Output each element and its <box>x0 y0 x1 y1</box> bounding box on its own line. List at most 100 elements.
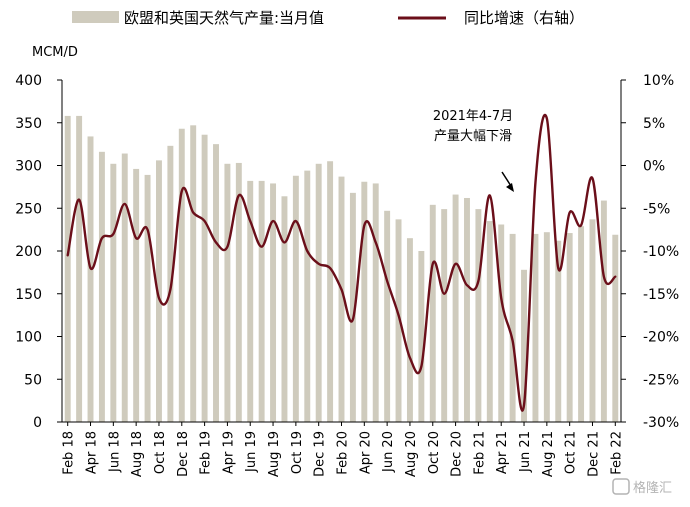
bar <box>258 180 265 422</box>
x-tick-label: Aug 19 <box>267 431 282 477</box>
bar <box>327 161 334 423</box>
bar <box>589 219 596 422</box>
bar <box>110 163 117 423</box>
bar <box>372 183 379 422</box>
x-tick-label: Apr 18 <box>85 431 100 474</box>
watermark-text: 格隆汇 <box>633 480 672 496</box>
x-tick-label: Jun 20 <box>381 431 396 473</box>
bar <box>144 174 151 422</box>
bar <box>464 197 470 422</box>
bar <box>612 234 619 422</box>
y-left-tick-label: 150 <box>15 287 42 303</box>
y-left-tick-label: 50 <box>24 372 42 388</box>
y-left-tick-label: 350 <box>15 116 42 132</box>
right-ticks-layer: -30% -25% -20% -15% -10% -5% 0% 5% 10% <box>621 73 679 431</box>
bar <box>429 204 436 422</box>
legend: 欧盟和英国天然气产量:当月值 同比增速（右轴） <box>72 9 584 27</box>
bar <box>213 144 219 423</box>
y-left-unit-label: MCM/D <box>32 45 78 60</box>
x-tick-label: Dec 20 <box>450 431 465 477</box>
bar <box>406 238 413 422</box>
bar <box>304 170 311 422</box>
x-tick-label: Dec 19 <box>313 431 328 477</box>
x-tick-label: Apr 19 <box>221 431 236 474</box>
bar <box>509 233 516 422</box>
y-right-tick-label: 0% <box>643 159 665 175</box>
bar <box>498 224 505 422</box>
x-tick-label: Feb 18 <box>62 431 77 475</box>
y-right-tick-label: 5% <box>643 116 665 132</box>
x-tick-label: Aug 20 <box>404 431 419 477</box>
bar <box>555 240 562 422</box>
x-tick-label: Oct 21 <box>564 431 579 474</box>
y-right-tick-label: 10% <box>643 73 674 89</box>
y-left-tick-label: 200 <box>15 244 42 260</box>
bar <box>64 115 71 422</box>
bar <box>156 160 162 422</box>
yoy-growth-line <box>66 113 617 412</box>
legend-line-label: 同比增速（右轴） <box>464 9 584 27</box>
bar <box>384 210 391 422</box>
y-right-tick-label: -15% <box>643 287 679 303</box>
y-right-tick-label: -20% <box>643 330 679 346</box>
left-ticks-layer: 0 50 100 150 200 250 300 350 400 <box>15 73 62 431</box>
bar <box>452 194 459 422</box>
watermark: 格隆汇 <box>612 478 672 496</box>
x-tick-label: Apr 21 <box>495 431 510 474</box>
bar <box>418 251 425 422</box>
bars-layer <box>64 115 619 423</box>
bar <box>441 209 448 422</box>
y-right-tick-label: -30% <box>643 415 679 431</box>
bar <box>190 125 197 422</box>
y-left-tick-label: 100 <box>15 330 42 346</box>
x-tick-label: Dec 21 <box>586 431 601 477</box>
x-tick-label: Jun 19 <box>244 431 259 473</box>
annotation-arrow-head <box>506 183 514 192</box>
bar <box>486 221 493 422</box>
bar <box>98 151 105 422</box>
annotation-line-1: 2021年4-7月 <box>433 109 513 124</box>
y-left-tick-label: 400 <box>15 73 42 89</box>
x-tick-label: Feb 19 <box>199 431 214 475</box>
x-tick-label: Oct 18 <box>153 431 168 474</box>
y-left-tick-label: 300 <box>15 159 42 175</box>
bar <box>87 136 94 422</box>
x-tick-label: Aug 18 <box>130 431 145 477</box>
legend-bar-label: 欧盟和英国天然气产量:当月值 <box>124 9 324 27</box>
bar <box>475 209 482 422</box>
bar <box>247 180 254 422</box>
bar <box>361 181 368 422</box>
x-tick-label: Jun 18 <box>107 431 122 473</box>
x-tick-label: Feb 21 <box>472 431 487 475</box>
bar <box>349 192 356 422</box>
annotation-line-2: 产量大幅下滑 <box>434 129 512 144</box>
bar <box>566 233 573 422</box>
bar <box>338 176 345 422</box>
y-left-tick-label: 250 <box>15 201 42 217</box>
bar <box>133 168 140 422</box>
x-ticks-layer: Feb 18 Apr 18 Jun 18 Aug 18 Oct 18 Dec 18 Feb … <box>62 422 624 477</box>
bar <box>178 128 185 423</box>
x-tick-label: Oct 19 <box>290 431 305 474</box>
bar <box>578 226 585 422</box>
bar <box>543 232 550 422</box>
x-tick-label: Feb 22 <box>609 431 624 475</box>
bar <box>224 163 231 423</box>
y-right-tick-label: -10% <box>643 244 679 260</box>
bar <box>315 163 322 423</box>
y-right-tick-label: -5% <box>643 201 670 217</box>
annotation: 2021年4-7月 产量大幅下滑 <box>433 109 514 192</box>
bar <box>600 200 607 422</box>
x-tick-label: Feb 20 <box>336 431 351 475</box>
bar <box>521 269 527 422</box>
x-tick-label: Oct 20 <box>427 431 442 474</box>
x-tick-label: Jun 21 <box>518 431 533 473</box>
watermark-logo-icon <box>612 478 630 495</box>
bar <box>281 196 288 422</box>
y-left-tick-label: 0 <box>33 415 42 431</box>
bar <box>235 162 242 422</box>
bar <box>292 175 299 422</box>
x-tick-label: Dec 18 <box>176 431 191 477</box>
